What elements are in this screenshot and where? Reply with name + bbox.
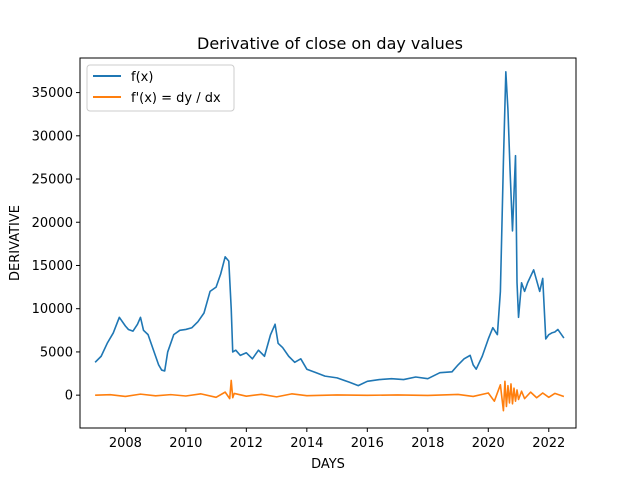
legend: f(x) f'(x) = dy / dx <box>86 64 235 112</box>
plot-frame <box>79 57 577 429</box>
y-tick-label: 30000 <box>32 129 73 144</box>
series-line-0 <box>94 71 565 387</box>
legend-box <box>86 64 235 112</box>
chart-title: Derivative of close on day values <box>197 34 463 53</box>
legend-label-fx: f(x) <box>131 70 153 85</box>
x-axis: 2008 2010 2012 2014 2016 2018 2020 2022 <box>109 428 565 451</box>
x-axis-label: DAYS <box>311 457 345 472</box>
x-tick-label: 2012 <box>230 436 263 451</box>
series-layer <box>94 71 565 412</box>
plot-frame-fill <box>80 58 576 428</box>
y-axis: 0 5000 10000 15000 20000 25000 30000 35000 <box>32 86 80 404</box>
y-tick-label: 20000 <box>32 216 73 231</box>
y-tick-label: 15000 <box>32 259 73 274</box>
y-tick-label: 0 <box>65 389 73 404</box>
x-tick-label: 2016 <box>351 436 384 451</box>
x-tick-label: 2018 <box>411 436 444 451</box>
series-line-1 <box>95 379 565 412</box>
plot-area: 2008 2010 2012 2014 2016 2018 2020 2022 0 5000 10… <box>32 57 577 451</box>
y-tick-label: 5000 <box>40 345 73 360</box>
y-axis-label: DERIVATIVE <box>8 205 23 281</box>
x-tick-label: 2014 <box>290 436 323 451</box>
x-tick-label: 2008 <box>109 436 142 451</box>
x-tick-label: 2010 <box>169 436 202 451</box>
x-tick-label: 2020 <box>472 436 505 451</box>
y-tick-label: 35000 <box>32 86 73 101</box>
legend-label-derivative: f'(x) = dy / dx <box>131 91 221 106</box>
x-tick-label: 2022 <box>532 436 565 451</box>
y-tick-label: 10000 <box>32 302 73 317</box>
y-tick-label: 25000 <box>32 173 73 188</box>
